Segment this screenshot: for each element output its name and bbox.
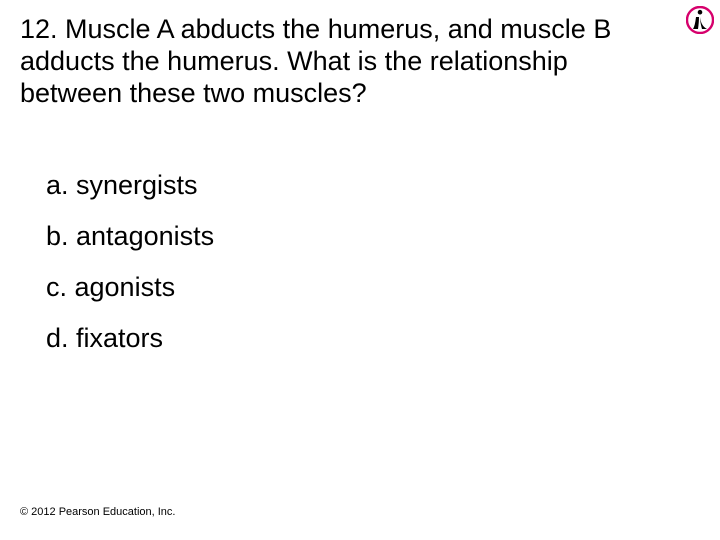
option-d: d. fixators	[46, 323, 646, 354]
option-a: a. synergists	[46, 170, 646, 201]
option-b: b. antagonists	[46, 221, 646, 252]
option-c: c. agonists	[46, 272, 646, 303]
options-list: a. synergists b. antagonists c. agonists…	[46, 170, 646, 374]
publisher-logo-icon	[686, 6, 714, 34]
copyright-text: © 2012 Pearson Education, Inc.	[20, 506, 175, 518]
question-text: 12. Muscle A abducts the humerus, and mu…	[20, 14, 640, 110]
